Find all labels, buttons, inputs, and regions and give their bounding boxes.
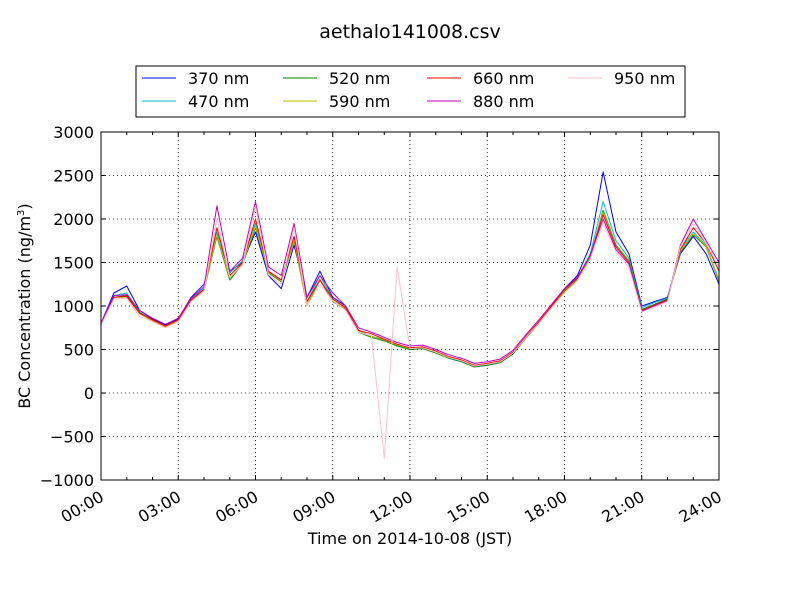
x-tick-label: 24:00 xyxy=(676,487,725,527)
x-tick-label: 09:00 xyxy=(289,487,338,527)
x-axis-label: Time on 2014-10-08 (JST) xyxy=(307,529,512,548)
y-tick-label: 2000 xyxy=(53,210,94,229)
y-tick-label: 1500 xyxy=(53,254,94,273)
legend-label: 880 nm xyxy=(473,92,534,111)
legend: 370 nm 470 nm 520 nm 590 nm 660 nm 880 nm 950 … xyxy=(135,65,686,118)
x-tick-label: 21:00 xyxy=(598,487,647,527)
y-tick-label: −1000 xyxy=(40,471,94,490)
plot-area xyxy=(100,131,720,481)
legend-label: 590 nm xyxy=(329,92,390,111)
x-tick-label: 00:00 xyxy=(58,487,107,527)
x-tick-label: 06:00 xyxy=(212,487,261,527)
legend-label: 660 nm xyxy=(473,69,534,88)
legend-label: 520 nm xyxy=(329,69,390,88)
y-axis-label-main: BC Concentration (ng/m xyxy=(15,216,34,409)
y-tick-label: −500 xyxy=(50,428,94,447)
y-tick-label: 2500 xyxy=(53,167,94,186)
x-tick-label: 15:00 xyxy=(444,487,493,527)
y-tick-label: 1000 xyxy=(53,297,94,316)
series-lines xyxy=(100,171,720,459)
y-axis-tick-labels: −1000 −500 0 500 1000 1500 2000 2500 3000 xyxy=(40,123,94,490)
legend-label: 370 nm xyxy=(188,69,249,88)
legend-label: 950 nm xyxy=(614,69,675,88)
y-axis-label-end: ) xyxy=(15,203,34,209)
legend-label: 470 nm xyxy=(188,92,249,111)
x-tick-label: 18:00 xyxy=(521,487,570,527)
axis-ticks xyxy=(100,131,720,481)
chart-title: aethalo141008.csv xyxy=(319,21,501,43)
x-tick-label: 12:00 xyxy=(367,487,416,527)
x-axis-tick-labels: 00:00 03:00 06:00 09:00 12:00 15:00 18:00 21:00… xyxy=(58,487,725,527)
y-tick-label: 3000 xyxy=(53,123,94,142)
y-tick-label: 500 xyxy=(63,341,94,360)
legend-box xyxy=(135,65,686,118)
x-tick-label: 03:00 xyxy=(135,487,184,527)
series-line-7 xyxy=(100,205,720,459)
y-axis-label: BC Concentration (ng/m3) xyxy=(15,203,34,408)
y-axis-label-superscript: 3 xyxy=(16,210,27,216)
y-tick-label: 0 xyxy=(84,384,94,403)
